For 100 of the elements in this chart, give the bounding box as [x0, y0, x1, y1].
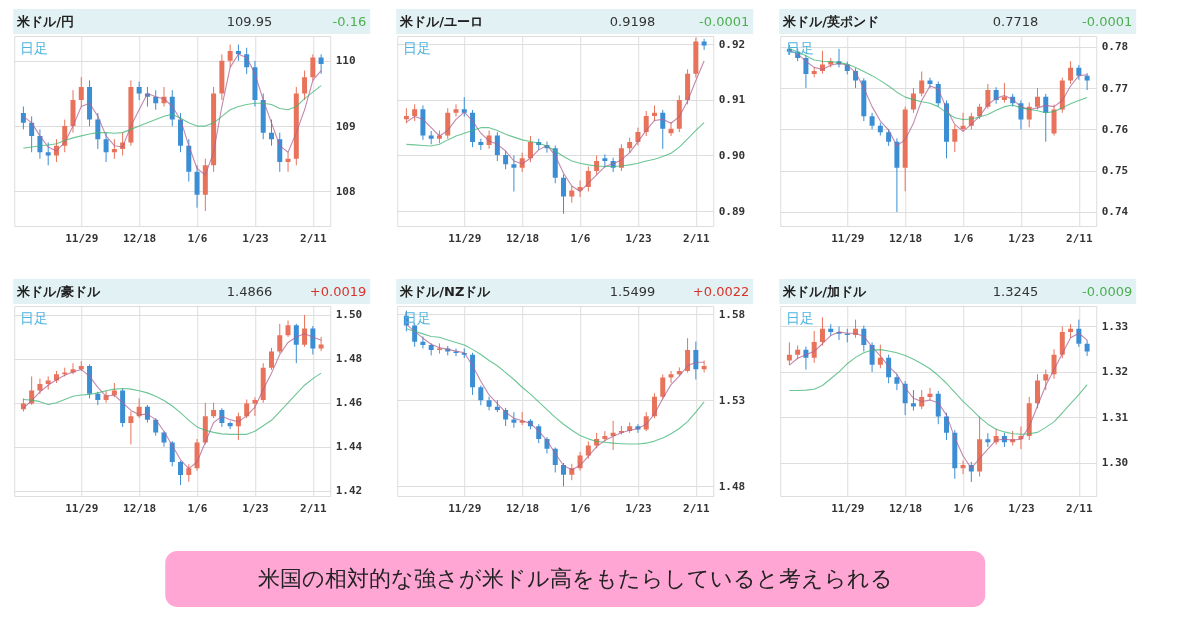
x-tick-label: 12/18: [123, 501, 157, 515]
candlestick: [420, 335, 426, 350]
x-tick-label: 11/29: [65, 501, 99, 515]
text: 1.5499: [609, 284, 656, 299]
candlestick: [310, 53, 316, 81]
candlestick: [293, 323, 299, 364]
y-tick-label: 1.32: [1101, 365, 1129, 379]
candlestick: [660, 109, 666, 150]
candlestick: [29, 115, 35, 153]
candlestick: [178, 460, 184, 486]
x-tick-label: 1/6: [187, 231, 208, 245]
annotation: 日足: [20, 40, 49, 56]
candlestick: [20, 106, 26, 130]
candlestick: [952, 124, 958, 153]
text: +0.0019: [309, 284, 367, 299]
y-tick-label: 1.48: [335, 352, 363, 366]
y-tick-label: 108: [335, 184, 356, 198]
candlestick: [318, 53, 324, 75]
candlestick: [668, 370, 674, 384]
x-tick-label: 2/11: [683, 231, 710, 245]
x-tick-label: 1/6: [570, 501, 591, 515]
line-series: [405, 60, 705, 193]
y-tick-label: 0.90: [718, 148, 746, 162]
chart-title: 米ドル/NZドル: [399, 284, 492, 299]
text: -0.16: [332, 14, 367, 29]
candlestick: [927, 387, 933, 401]
text: 0.9198: [609, 14, 656, 29]
text: +0.0022: [692, 284, 750, 299]
chart-title: 米ドル/英ポンド: [782, 14, 879, 29]
candlestick: [302, 70, 308, 101]
text: 109.95: [226, 14, 273, 29]
x-tick-label: 1/23: [1008, 501, 1035, 515]
candlestick: [503, 150, 509, 170]
candlestick: [1076, 319, 1082, 348]
candlestick: [1043, 369, 1049, 391]
x-tick-label: 12/18: [506, 501, 540, 515]
candlestick: [461, 96, 467, 118]
candlestick: [194, 164, 200, 209]
candlestick: [685, 337, 691, 374]
candlestick: [527, 135, 533, 163]
chart-title: 米ドル/円: [16, 14, 74, 29]
y-tick-label: 1.48: [718, 479, 746, 493]
candlestick: [227, 43, 233, 68]
candlestick: [128, 411, 134, 445]
x-tick-label: 2/11: [300, 231, 327, 245]
x-tick-label: 1/6: [953, 501, 974, 515]
chart-title: 米ドル/加ドル: [782, 284, 867, 299]
y-tick-label: 1.50: [335, 308, 363, 322]
candlestick: [877, 344, 883, 369]
candlestick: [819, 316, 825, 347]
x-tick-label: 12/18: [123, 231, 157, 245]
candlestick: [985, 83, 991, 110]
annotation: 日足: [20, 310, 49, 326]
y-tick-label: 0.76: [1101, 122, 1129, 136]
y-tick-label: 1.53: [718, 393, 746, 407]
candlestick: [985, 432, 991, 448]
y-tick-label: 1.44: [335, 440, 363, 454]
text: -0.0001: [699, 14, 750, 29]
x-tick-label: 1/23: [242, 501, 269, 515]
x-tick-label: 2/11: [683, 501, 710, 515]
candlestick: [1034, 87, 1040, 111]
x-tick-label: 12/18: [506, 231, 540, 245]
candlestick: [45, 141, 51, 166]
candlestick: [310, 325, 316, 355]
x-tick-label: 12/18: [889, 501, 923, 515]
y-tick-label: 1.30: [1101, 456, 1129, 470]
x-tick-label: 1/6: [187, 501, 208, 515]
candlestick: [693, 341, 699, 380]
candlestick: [111, 138, 117, 160]
y-tick-label: 1.42: [335, 484, 363, 498]
chart-title: 米ドル/ユーロ: [399, 14, 483, 29]
text: 1.3245: [992, 284, 1039, 299]
x-tick-label: 1/6: [570, 231, 591, 245]
candlestick: [1084, 339, 1090, 357]
x-tick-label: 12/18: [889, 231, 923, 245]
candlestick: [277, 323, 283, 354]
y-tick-label: 1.31: [1101, 410, 1129, 424]
y-tick-label: 109: [335, 119, 356, 133]
candlestick: [244, 398, 250, 419]
x-tick-label: 2/11: [1066, 501, 1093, 515]
x-tick-label: 1/23: [625, 501, 652, 515]
x-tick-label: 11/29: [831, 501, 865, 515]
y-tick-label: 0.78: [1101, 40, 1129, 54]
candlestick: [478, 385, 484, 406]
candlestick: [285, 151, 291, 173]
candlestick: [561, 462, 567, 487]
candlestick: [78, 76, 84, 108]
candlestick: [786, 341, 792, 366]
x-tick-label: 11/29: [831, 231, 865, 245]
chart-title: 米ドル/豪ドル: [16, 284, 101, 299]
x-tick-label: 1/23: [1008, 231, 1035, 245]
y-tick-label: 110: [335, 54, 356, 68]
y-tick-label: 1.46: [335, 396, 363, 410]
annotation: 日足: [786, 310, 815, 326]
y-tick-label: 0.77: [1101, 81, 1129, 95]
annotation: 日足: [403, 40, 432, 56]
candlestick: [453, 103, 459, 118]
x-tick-label: 1/23: [242, 231, 269, 245]
x-tick-label: 1/6: [953, 231, 974, 245]
x-tick-label: 2/11: [300, 501, 327, 515]
